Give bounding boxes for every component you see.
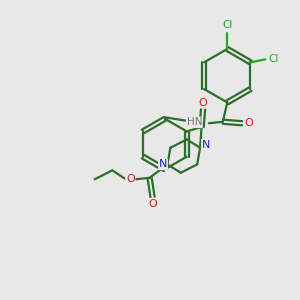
Text: HN: HN (187, 117, 202, 128)
Text: O: O (126, 174, 135, 184)
Text: O: O (149, 199, 158, 208)
Text: Cl: Cl (222, 20, 232, 30)
Text: Cl: Cl (268, 54, 279, 64)
Text: O: O (244, 118, 253, 128)
Text: N: N (202, 140, 210, 150)
Text: O: O (199, 98, 208, 108)
Text: N: N (159, 159, 167, 170)
